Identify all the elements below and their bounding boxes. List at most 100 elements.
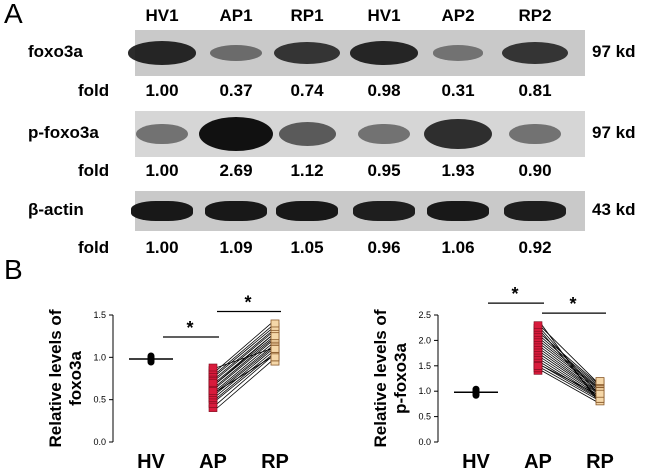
pair-line bbox=[216, 333, 272, 379]
fold-value: 1.00 bbox=[145, 81, 179, 100]
protein-band bbox=[205, 201, 267, 221]
y-tick-label: 2.0 bbox=[418, 335, 431, 345]
y-tick-label: 1.0 bbox=[418, 386, 431, 396]
ap-data-point bbox=[208, 363, 218, 372]
lane-label: RP1 bbox=[290, 6, 324, 25]
pair-line bbox=[541, 329, 597, 392]
pair-line bbox=[216, 323, 272, 371]
fold-value: 2.69 bbox=[219, 161, 253, 180]
protein-band bbox=[199, 117, 273, 151]
x-category-label: AP bbox=[199, 451, 227, 473]
fold-value: 0.81 bbox=[518, 81, 552, 100]
lane-label: RP2 bbox=[518, 6, 552, 25]
fold-value: 0.74 bbox=[290, 81, 324, 100]
ap-data-point bbox=[533, 321, 543, 329]
pair-line bbox=[216, 356, 272, 392]
protein-band bbox=[424, 119, 492, 149]
protein-band bbox=[509, 123, 561, 145]
fold-label: fold bbox=[78, 81, 110, 100]
rp-data-point bbox=[270, 353, 280, 362]
protein-label: p-foxo3a bbox=[28, 123, 99, 142]
protein-band bbox=[432, 45, 484, 61]
p-foxo3a-dot-plot: Relative levels of p-foxo3a 0.0 0.5 1.0 1.5 2.… bbox=[371, 284, 614, 473]
protein-band bbox=[358, 123, 410, 145]
significance-star: * bbox=[244, 292, 251, 312]
panel-b-letter: B bbox=[4, 254, 23, 285]
y-tick-label: 0.5 bbox=[418, 412, 431, 422]
pair-line bbox=[216, 331, 272, 378]
y-tick-label: 0.0 bbox=[93, 437, 106, 447]
pair-line bbox=[216, 352, 272, 399]
protein-band bbox=[276, 201, 338, 221]
pair-line bbox=[216, 340, 272, 386]
pair-line bbox=[541, 350, 597, 391]
pair-line bbox=[541, 370, 597, 402]
blot-β-actin bbox=[131, 191, 585, 231]
panel-a-letter: A bbox=[4, 0, 23, 29]
protein-label: β-actin bbox=[28, 200, 84, 219]
molecular-weight-label: 97 kd bbox=[592, 123, 636, 142]
y-tick-label: 0.0 bbox=[418, 437, 431, 447]
y-axis-label: Relative levels of bbox=[46, 309, 65, 447]
fold-value: 1.00 bbox=[145, 161, 179, 180]
rp-data-point bbox=[270, 344, 280, 353]
y-axis-label: p-foxo3a bbox=[391, 343, 410, 414]
protein-label: foxo3a bbox=[28, 42, 83, 61]
protein-band bbox=[131, 201, 193, 221]
pair-line bbox=[216, 346, 272, 392]
pair-line bbox=[541, 365, 597, 395]
significance-star: * bbox=[511, 284, 518, 304]
fold-label: fold bbox=[78, 161, 110, 180]
blot-foxo3a bbox=[127, 30, 585, 76]
fold-value: 1.12 bbox=[290, 161, 324, 180]
y-tick-label: 0.5 bbox=[93, 395, 106, 405]
rp-data-point bbox=[270, 332, 280, 341]
pair-line bbox=[541, 367, 597, 400]
pair-line bbox=[216, 350, 272, 396]
pair-line bbox=[541, 340, 597, 386]
protein-band bbox=[274, 41, 340, 65]
protein-band bbox=[502, 41, 568, 65]
fold-value: 1.06 bbox=[441, 238, 475, 257]
fold-value: 0.90 bbox=[518, 161, 552, 180]
protein-band bbox=[136, 123, 188, 145]
ap-data-point bbox=[208, 387, 218, 395]
rp-data-point bbox=[595, 377, 605, 385]
protein-band bbox=[427, 201, 489, 221]
pair-line bbox=[541, 357, 597, 395]
protein-band bbox=[278, 122, 336, 146]
molecular-weight-label: 43 kd bbox=[592, 200, 636, 219]
fold-value: 0.37 bbox=[219, 81, 253, 100]
protein-band bbox=[127, 41, 197, 65]
rp-data-point bbox=[595, 389, 605, 398]
fold-value: 1.09 bbox=[219, 238, 253, 257]
y-tick-label: 1.0 bbox=[93, 352, 106, 362]
x-category-label: RP bbox=[586, 451, 614, 473]
y-tick-label: 2.5 bbox=[418, 310, 431, 320]
x-category-label: RP bbox=[261, 451, 289, 473]
x-category-label: AP bbox=[524, 451, 552, 473]
pair-line bbox=[541, 324, 597, 400]
pair-line bbox=[541, 352, 597, 392]
ap-data-point bbox=[533, 362, 543, 370]
protein-band bbox=[353, 201, 415, 221]
pair-line bbox=[216, 335, 272, 384]
pair-line bbox=[541, 347, 597, 389]
fold-value: 0.95 bbox=[367, 161, 401, 180]
pair-line bbox=[541, 332, 597, 397]
blot-p-foxo3a bbox=[135, 111, 585, 157]
protein-band bbox=[349, 41, 419, 65]
pair-line bbox=[216, 361, 272, 409]
pair-line bbox=[216, 357, 272, 405]
molecular-weight-label: 97 kd bbox=[592, 42, 636, 61]
fold-value: 0.96 bbox=[367, 238, 401, 257]
protein-band bbox=[504, 201, 566, 221]
pair-line bbox=[541, 345, 597, 388]
fold-value: 0.92 bbox=[518, 238, 552, 257]
y-tick-label: 1.5 bbox=[93, 310, 106, 320]
protein-band bbox=[210, 45, 262, 61]
foxo3a-dot-plot: Relative levels of foxo3a 0.0 0.5 1.0 1.5 * * HV… bbox=[46, 292, 289, 473]
pair-line bbox=[216, 329, 272, 375]
lane-label: HV1 bbox=[367, 6, 401, 25]
y-axis-label: foxo3a bbox=[66, 351, 85, 406]
